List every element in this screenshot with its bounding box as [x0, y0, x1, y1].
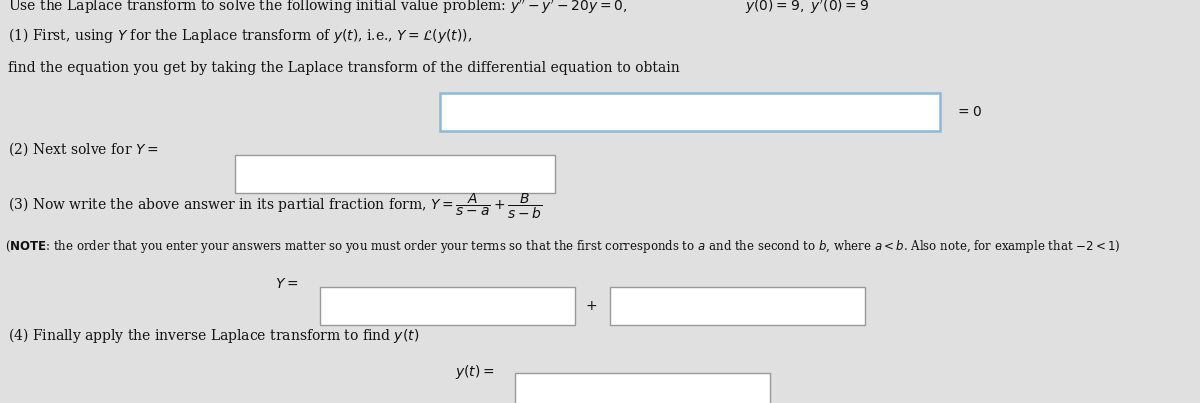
Text: ($\mathbf{NOTE}$: the order that you enter your answers matter so you must order: ($\mathbf{NOTE}$: the order that you ent… [5, 238, 1121, 255]
Text: (3) Now write the above answer in its partial fraction form, $Y = \dfrac{A}{s-a}: (3) Now write the above answer in its pa… [8, 192, 542, 221]
Text: $= 0$: $= 0$ [955, 105, 982, 119]
FancyBboxPatch shape [320, 287, 575, 325]
FancyBboxPatch shape [235, 155, 556, 193]
Text: Use the Laplace transform to solve the following initial value problem: $y'' - y: Use the Laplace transform to solve the f… [8, 0, 628, 16]
Text: find the equation you get by taking the Laplace transform of the differential eq: find the equation you get by taking the … [8, 61, 679, 75]
FancyBboxPatch shape [515, 373, 770, 403]
FancyBboxPatch shape [440, 93, 940, 131]
FancyBboxPatch shape [610, 287, 865, 325]
Text: (1) First, using $Y$ for the Laplace transform of $y(t)$, i.e., $Y = \mathcal{L}: (1) First, using $Y$ for the Laplace tra… [8, 26, 472, 45]
Text: $y(t) =$: $y(t) =$ [455, 363, 494, 381]
Text: $y(0) = 9,\ y'(0) = 9$: $y(0) = 9,\ y'(0) = 9$ [745, 0, 869, 16]
Text: $Y =$: $Y =$ [275, 277, 299, 291]
Text: (4) Finally apply the inverse Laplace transform to find $y(t)$: (4) Finally apply the inverse Laplace tr… [8, 326, 419, 345]
Text: $+$: $+$ [586, 299, 598, 313]
Text: (2) Next solve for $Y =$: (2) Next solve for $Y =$ [8, 140, 158, 158]
